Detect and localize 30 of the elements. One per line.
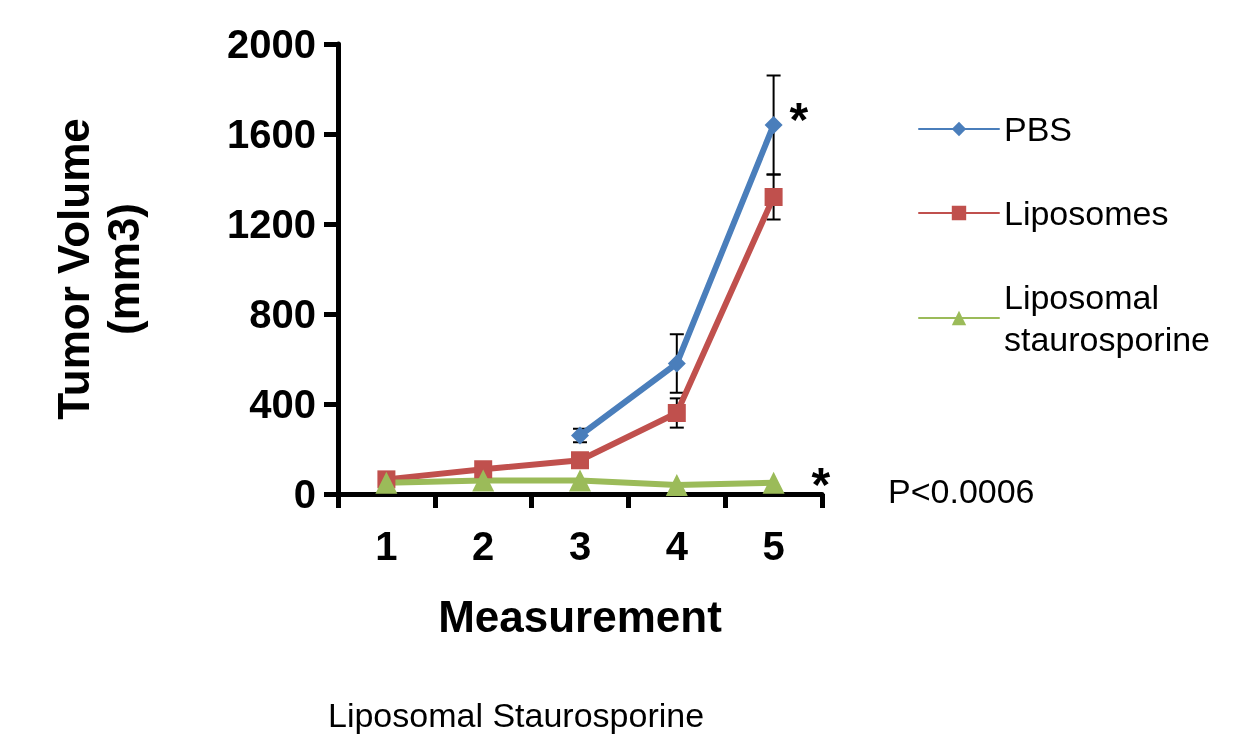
x-tick-label: 2 (472, 524, 495, 568)
point (764, 188, 783, 206)
point (375, 471, 398, 494)
annotation: * (789, 92, 809, 146)
point (665, 474, 688, 496)
y-tick-label: 1200 (227, 202, 316, 246)
y-tick-label: 0 (293, 472, 316, 516)
legend-label: Liposomal staurosporine (1003, 278, 1211, 358)
legend-label: Liposomes (1003, 194, 1169, 232)
x-tick-label: 1 (375, 524, 398, 568)
y-tick-label: 2000 (227, 22, 316, 66)
point (571, 451, 589, 470)
point (667, 354, 686, 373)
legend-label: PBS (1003, 110, 1073, 148)
point (569, 469, 591, 492)
y-tick-label: 1600 (227, 112, 316, 156)
x-axis-title: Measurement (438, 591, 723, 641)
y-axis-title: Tumor Volume (mm3) (48, 118, 148, 420)
y-tick-label: 400 (249, 382, 316, 426)
point (764, 116, 783, 134)
y-tick-label: 800 (249, 292, 316, 336)
text: Liposomal Staurosporine (328, 696, 705, 734)
x-tick-label: 4 (665, 524, 689, 568)
x-tick-label: 5 (762, 524, 785, 568)
text: P<0.0006 (888, 472, 1035, 510)
point (472, 469, 495, 492)
x-tick-label: 3 (568, 524, 592, 568)
point (667, 404, 686, 422)
annotation: * (811, 458, 831, 512)
point (762, 471, 785, 494)
